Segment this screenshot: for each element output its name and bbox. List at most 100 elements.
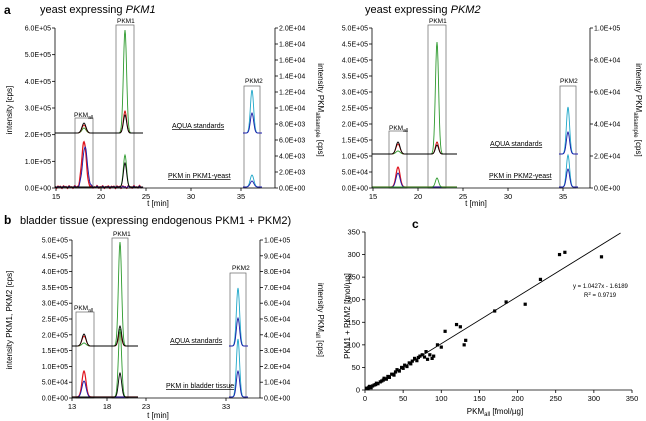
right-tick-label: 3.0E+04 xyxy=(264,348,290,355)
x-tick-label: 150 xyxy=(473,394,486,403)
right-tick-label: 5.0E+04 xyxy=(264,317,290,324)
panel-b-right-ylabel: intensity PKMall [cps] xyxy=(314,283,325,357)
standards-green xyxy=(55,29,143,134)
scatter-point xyxy=(382,376,386,380)
panel-b-standards-label: AQUA standards xyxy=(170,338,223,345)
scatter-point xyxy=(405,364,409,369)
left-tick-label: 4.0E+05 xyxy=(342,58,368,65)
right-tick-label: 6.0E+04 xyxy=(264,301,290,308)
right-tick-label: 1.4E+04 xyxy=(279,74,305,81)
panel-b-pkm2-label: PKM2 xyxy=(232,265,250,272)
scatter-point xyxy=(397,369,401,373)
left-tick-label: 1.5E+05 xyxy=(342,138,368,145)
panel-a2-sample-label: PKM in PKM2-yeast xyxy=(489,173,552,180)
scatter-point xyxy=(557,252,562,257)
panel-b-left-ylabel: intensity PKM1, PKM2 [cps] xyxy=(5,271,14,370)
right-tick-label: 6.0E+03 xyxy=(279,138,305,145)
scatter-point xyxy=(464,338,468,342)
scatter-point xyxy=(493,309,497,313)
pkm2-std-blue xyxy=(243,111,262,134)
right-tick-label: 0.0E+00 xyxy=(594,186,620,193)
right-tick-label: 2.0E+04 xyxy=(279,26,305,33)
right-tick-label: 4.0E+04 xyxy=(594,122,620,129)
scatter-point xyxy=(458,325,462,329)
scatter-point xyxy=(390,372,394,376)
scatter-point xyxy=(432,354,436,358)
x-tick-label: 35 xyxy=(559,192,567,201)
panel-a-pkm2-label: PKM2 xyxy=(245,78,263,85)
scatter-point xyxy=(409,362,413,366)
x-tick-label: 200 xyxy=(511,394,524,403)
panel-a2-standards-label: AQUA standards xyxy=(490,141,543,148)
scatter-point xyxy=(401,366,405,370)
panel-c-ylabel: PKM1 + PKM2 [fmol/µg] xyxy=(343,273,352,359)
panel-b-xlabel: t [min] xyxy=(147,411,169,420)
standards-red xyxy=(55,109,143,134)
left-tick-label: 2.0E+05 xyxy=(25,132,51,139)
standards-black xyxy=(55,114,143,134)
right-tick-label: 7.0E+04 xyxy=(264,285,290,292)
panel-a-chart: 0.0E+00 1.0E+05 2.0E+05 3.0E+05 4.0E+05 5.0E+… xyxy=(5,18,325,208)
left-tick-label: 3.5E+05 xyxy=(342,74,368,81)
y-tick-label: 150 xyxy=(347,318,360,327)
pkmall-box xyxy=(388,130,408,189)
scatter-point xyxy=(435,343,440,347)
y-tick-label: 350 xyxy=(347,228,360,237)
scatter-point xyxy=(387,375,392,379)
scatter-point xyxy=(381,378,385,382)
left-tick-label: 5.0E+04 xyxy=(342,170,368,177)
scatter-point xyxy=(538,277,543,281)
left-tick-label: 2.0E+05 xyxy=(42,332,68,339)
left-tick-label: 1.0E+05 xyxy=(42,364,68,371)
panel-c-xlabel: PKMall [fmol/µg] xyxy=(467,407,523,418)
pkm2-sample-blue xyxy=(229,369,248,398)
panel-b-pkm1-label: PKM1 xyxy=(113,231,131,238)
y-tick-label: 300 xyxy=(347,250,360,259)
scatter-point xyxy=(410,359,414,363)
right-tick-label: 4.0E+03 xyxy=(279,154,305,161)
right-tick-label: 0.0E+00 xyxy=(279,186,305,193)
y-tick-label: 50 xyxy=(352,363,360,372)
panel-b-sample-label: PKM in bladder tissue xyxy=(166,383,234,390)
scatter-point xyxy=(384,377,388,381)
right-tick-label: 1.2E+04 xyxy=(279,90,305,97)
left-tick-label: 4.0E+05 xyxy=(25,79,51,86)
left-tick-label: 2.5E+05 xyxy=(342,106,368,113)
sample-red xyxy=(54,140,144,190)
left-tick-label: 5.0E+05 xyxy=(42,238,68,245)
panel-a-pkmall-label: PKMall xyxy=(74,112,93,121)
left-tick-label: 0.0E+00 xyxy=(342,186,368,193)
x-tick-label: 20 xyxy=(97,192,105,201)
scatter-point xyxy=(403,363,407,367)
panel-a-sample-label: PKM in PKM1-yeast xyxy=(168,173,231,180)
x-tick-label: 0 xyxy=(363,394,367,403)
left-tick-label: 3.0E+05 xyxy=(42,301,68,308)
x-tick-label: 25 xyxy=(142,192,150,201)
left-tick-label: 0.0E+00 xyxy=(42,396,68,403)
left-tick-label: 1.0E+05 xyxy=(342,154,368,161)
x-tick-label: 15 xyxy=(52,192,60,201)
scatter-point xyxy=(504,300,508,304)
x-tick-label: 300 xyxy=(588,394,601,403)
x-tick-label: 30 xyxy=(187,192,195,201)
pkm2-std-blue xyxy=(229,316,248,347)
pkm2-std-cyan xyxy=(229,287,248,347)
right-tick-label: 2.0E+03 xyxy=(279,170,305,177)
sample-green xyxy=(55,153,143,188)
scatter-point xyxy=(523,302,527,306)
right-tick-label: 2.0E+04 xyxy=(594,154,620,161)
scatter-point xyxy=(430,356,434,360)
panel-a-right-ylabel: intensity PKMallsample [cps] xyxy=(314,63,325,156)
standards-black xyxy=(372,141,457,155)
x-tick-label: 100 xyxy=(435,394,448,403)
left-tick-label: 5.0E+05 xyxy=(25,52,51,59)
left-tick-label: 3.0E+05 xyxy=(342,90,368,97)
left-tick-label: 3.0E+05 xyxy=(25,106,51,113)
pkm2-box xyxy=(229,272,247,399)
right-tick-label: 1.0E+04 xyxy=(279,106,305,113)
scatter-point xyxy=(422,355,427,359)
panel-a-title: yeast expressing PKM1 xyxy=(40,4,156,16)
scatter-point xyxy=(420,353,424,357)
scatter-point xyxy=(454,322,459,327)
right-tick-label: 8.0E+03 xyxy=(279,122,305,129)
